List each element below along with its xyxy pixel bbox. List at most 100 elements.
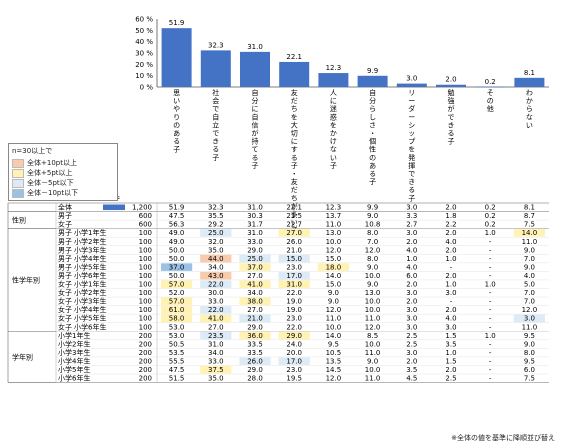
cell-highlight	[513, 229, 545, 237]
table-cell: 4.0	[445, 238, 456, 246]
table-cell: 9.0	[524, 263, 535, 271]
table-cell: 11.0	[365, 349, 381, 357]
bar	[357, 75, 388, 87]
table-cell: 53.0	[169, 332, 185, 340]
category-label: わからない	[526, 89, 533, 129]
row-label: 小学2年生	[74, 288, 106, 297]
bar-value-label: 9.9	[367, 67, 378, 75]
table-cell: 22.0	[208, 306, 224, 314]
table-cell: 38.0	[247, 298, 263, 306]
table-cell: 10.0	[365, 306, 381, 314]
table-cell: 53.0	[169, 323, 185, 331]
y-tick-label: 20 %	[135, 61, 153, 69]
table-cell: 44.0	[208, 255, 224, 263]
table-cell: 29.0	[247, 323, 263, 331]
table-cell: 19.0	[286, 298, 302, 306]
table-cell: 12.0	[326, 306, 342, 314]
legend-label: 全体－10pt以下	[27, 189, 79, 197]
table-cell: 9.0	[328, 289, 339, 297]
table-cell: 7.0	[367, 238, 378, 246]
table-cell: 9.5	[328, 340, 339, 348]
row-n: 100	[139, 298, 152, 306]
table-cell: 8.5	[367, 332, 378, 340]
table-cell: 50.5	[169, 340, 185, 348]
table-cell: -	[489, 246, 492, 254]
table-cell: 41.0	[208, 315, 224, 323]
table-cell: 25.0	[247, 255, 263, 263]
row-n: 600	[139, 221, 152, 229]
cell-highlight	[239, 331, 271, 340]
row-n: 100	[139, 306, 152, 314]
table-cell: 3.5	[445, 340, 456, 348]
table-cell: 22.1	[286, 204, 302, 212]
cell-highlight	[161, 263, 193, 271]
table-cell: 8.0	[524, 349, 535, 357]
table-cell: 9.0	[328, 298, 339, 306]
bar-value-label: 3.0	[406, 75, 417, 83]
table-cell: 33.5	[247, 340, 263, 348]
table-cell: 2.0	[445, 272, 456, 280]
table-cell: 35.5	[208, 212, 224, 220]
cell-highlight	[317, 263, 349, 271]
table-cell: 9.5	[524, 357, 535, 365]
table-cell: 11.0	[326, 315, 342, 323]
table-cell: 27.0	[247, 306, 263, 314]
table-cell: 9.0	[367, 281, 378, 289]
row-sex-label: 男子	[58, 229, 72, 237]
row-label: 小学3年生	[58, 348, 90, 357]
table-cell: 37.0	[169, 263, 185, 271]
table-cell: 6.0	[406, 272, 417, 280]
row-label: 小学6年生	[74, 322, 106, 331]
table-cell: 33.0	[208, 298, 224, 306]
cell-highlight	[200, 229, 232, 237]
table-cell: 3.0	[445, 289, 456, 297]
row-n: 100	[139, 238, 152, 246]
table-cell: 9.0	[367, 212, 378, 220]
table-cell: -	[489, 349, 492, 357]
table-cell: 8.1	[524, 204, 535, 212]
table-cell: 7.5	[524, 221, 535, 229]
bar-value-label: 51.9	[169, 19, 185, 27]
row-label: 小学5年生	[74, 262, 106, 271]
table-cell: 26.0	[247, 357, 263, 365]
table-cell: 10.0	[365, 340, 381, 348]
table-cell: 31.7	[247, 221, 263, 229]
row-sex-label: 女子	[58, 322, 72, 331]
cell-highlight	[200, 280, 232, 288]
table-cell: 1.8	[445, 212, 456, 220]
table-cell: 10.0	[326, 238, 342, 246]
bar	[318, 73, 349, 87]
cell-highlight	[278, 271, 310, 280]
table-cell: 1.0	[485, 332, 496, 340]
table-cell: 2.0	[406, 298, 417, 306]
table-cell: 3.0	[406, 306, 417, 314]
table-cell: 57.0	[169, 281, 185, 289]
table-cell: 61.0	[169, 306, 185, 314]
table-cell: -	[450, 263, 453, 271]
bar	[436, 84, 466, 87]
table-cell: 11.0	[365, 375, 381, 383]
row-n: 100	[139, 323, 152, 331]
table-cell: 1.5	[445, 357, 456, 365]
table-cell: 6.0	[524, 366, 535, 374]
table-cell: 31.0	[208, 340, 224, 348]
row-n: 100	[139, 289, 152, 297]
row-sex-label: 女子	[58, 314, 72, 323]
table-cell: 37.0	[247, 263, 263, 271]
table-cell: 37.5	[208, 366, 224, 374]
table-cell: 35.0	[208, 246, 224, 254]
table-cell: -	[489, 238, 492, 246]
table-cell: 8.0	[367, 229, 378, 237]
legend-item: 全体+10pt以上	[12, 158, 114, 168]
table-cell: -	[489, 298, 492, 306]
cell-highlight	[200, 271, 232, 280]
table-cell: 2.0	[445, 229, 456, 237]
table-cell: 26.0	[286, 238, 302, 246]
row-label: 全体	[58, 203, 72, 212]
table-cell: 11.0	[326, 221, 342, 229]
cell-highlight	[161, 314, 193, 323]
cell-highlight	[161, 306, 193, 314]
table-cell: 50.0	[169, 255, 185, 263]
legend-swatch	[12, 168, 24, 178]
